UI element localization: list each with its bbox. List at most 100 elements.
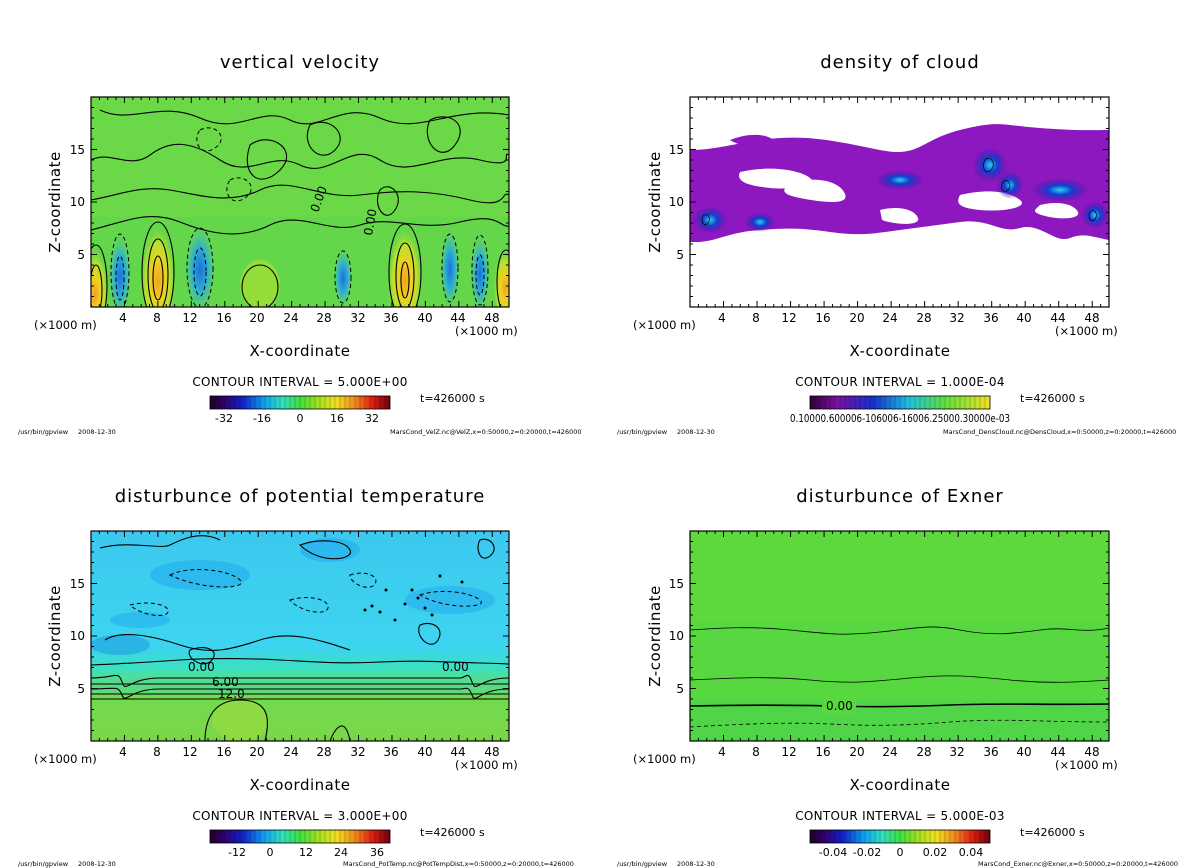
footer-source: MarsCond_PotTemp.nc@PotTempDist,x=0:5000…	[343, 860, 574, 868]
y-axis-label: Z-coordinate	[46, 585, 64, 686]
x-axis: 4 8 12 16 20 24 28 32 36 40 44 48 (×1000…	[34, 97, 518, 360]
x-unit-right: (×1000 m)	[455, 758, 518, 772]
time-label: t=426000 s	[1020, 826, 1085, 839]
y-tick-label: 5	[77, 248, 85, 262]
footer-date: 2008-12-30	[78, 428, 116, 436]
y-tick-label: 5	[676, 248, 684, 262]
x-tick-label: 48	[1084, 745, 1099, 759]
colorbar-tick-label: -16	[253, 412, 271, 425]
colorbar-tick-label: 0	[897, 846, 904, 859]
y-axis: 5 10 15 Z-coordinate	[46, 530, 509, 742]
x-tick-label: 40	[417, 311, 432, 325]
x-tick-label: 4	[718, 745, 726, 759]
contour-interval-label: CONTOUR INTERVAL = 1.000E-04	[795, 375, 1005, 389]
x-unit-right: (×1000 m)	[1055, 758, 1118, 772]
x-tick-label: 20	[249, 745, 264, 759]
x-tick-label: 4	[119, 745, 127, 759]
x-unit-right: (×1000 m)	[455, 324, 518, 338]
time-label: t=426000 s	[420, 826, 485, 839]
colorbar-tick-label: -0.04	[819, 846, 847, 859]
x-axis-label: X-coordinate	[850, 342, 951, 360]
x-axis: 4 8 12 16 20 24 28 32 36 40 44 48 (×1000…	[633, 97, 1118, 360]
colorbar-tick-label: -32	[215, 412, 233, 425]
colorbar: -12 0 12 24 36	[209, 829, 391, 859]
colorbar-tick-label: 12	[299, 846, 313, 859]
x-tick-label: 44	[450, 745, 465, 759]
y-axis: 5 10 15 Z-coordinate	[646, 530, 1109, 742]
y-tick-label: 15	[70, 577, 85, 591]
x-axis-label: X-coordinate	[250, 776, 351, 794]
footer-program: /usr/bin/gpview	[18, 428, 69, 436]
x-tick-label: 48	[484, 311, 499, 325]
y-axis-label: Z-coordinate	[46, 151, 64, 252]
footer-source: MarsCond_Exner.nc@Exner,x=0:50000,z=0:20…	[978, 860, 1178, 868]
x-tick-label: 8	[752, 745, 760, 759]
x-tick-label: 32	[350, 745, 365, 759]
y-tick-label: 5	[77, 682, 85, 696]
x-tick-label: 24	[882, 745, 897, 759]
footer-program: /usr/bin/gpview	[617, 428, 668, 436]
x-tick-label: 4	[119, 311, 127, 325]
x-tick-label: 24	[882, 311, 897, 325]
colorbar-tick-label: 0.04	[959, 846, 984, 859]
x-tick-label: 16	[216, 745, 231, 759]
footer-date: 2008-12-30	[78, 860, 116, 868]
panel-title: vertical velocity	[220, 52, 380, 73]
x-tick-label: 36	[383, 311, 398, 325]
x-tick-label: 28	[916, 745, 931, 759]
x-tick-label: 32	[949, 311, 964, 325]
x-axis: 4 8 12 16 20 24 28 32 36 40 44 48 (×1000…	[34, 531, 518, 794]
x-tick-label: 12	[182, 745, 197, 759]
x-tick-label: 28	[316, 311, 331, 325]
colorbar-tick-label: -0.02	[853, 846, 881, 859]
x-tick-label: 28	[916, 311, 931, 325]
x-tick-label: 44	[1050, 311, 1065, 325]
contour-label: 0.00	[361, 208, 379, 237]
x-tick-label: 40	[1016, 311, 1031, 325]
x-tick-label: 24	[283, 311, 298, 325]
x-tick-label: 32	[350, 311, 365, 325]
x-tick-label: 12	[182, 311, 197, 325]
x-tick-label: 20	[249, 311, 264, 325]
contour-interval-label: CONTOUR INTERVAL = 3.000E+00	[192, 809, 407, 823]
colorbar: -32 -16 0 16 32	[209, 395, 391, 425]
x-tick-label: 40	[417, 745, 432, 759]
y-tick-label: 15	[669, 577, 684, 591]
contour-interval-label: CONTOUR INTERVAL = 5.000E-03	[795, 809, 1005, 823]
x-tick-label: 20	[849, 745, 864, 759]
x-tick-label: 44	[1050, 745, 1065, 759]
colorbar: -0.04 -0.02 0 0.02 0.04	[809, 829, 991, 859]
x-tick-label: 16	[815, 311, 830, 325]
colorbar-tick-labels-overlapping: 0.10000.600006-106006-16006.25000.30000e…	[790, 412, 1010, 425]
time-label: t=426000 s	[1020, 392, 1085, 405]
contour-label: 0.00	[826, 699, 853, 713]
x-tick-label: 12	[781, 311, 796, 325]
colorbar-tick-label: -12	[228, 846, 246, 859]
contour-label: 12.0	[218, 687, 245, 701]
contour-field: 0.00 6.00 12.0 0.00	[91, 531, 509, 741]
y-tick-label: 10	[70, 629, 85, 643]
footer-program: /usr/bin/gpview	[617, 860, 668, 868]
x-tick-label: 28	[316, 745, 331, 759]
contour-interval-label: CONTOUR INTERVAL = 5.000E+00	[192, 375, 407, 389]
panel-title: density of cloud	[820, 52, 980, 73]
colorbar: 0.10000.600006-106006-16006.25000.30000e…	[790, 395, 1010, 425]
x-tick-label: 44	[450, 311, 465, 325]
x-tick-label: 36	[383, 745, 398, 759]
y-tick-label: 10	[669, 195, 684, 209]
y-axis: 5 10 15 Z-coordinate	[646, 96, 1109, 308]
y-axis-label: Z-coordinate	[646, 151, 664, 252]
x-axis-label: X-coordinate	[850, 776, 951, 794]
colorbar-tick-label: 0.02	[923, 846, 948, 859]
x-tick-label: 20	[849, 311, 864, 325]
time-label: t=426000 s	[420, 392, 485, 405]
x-unit-left: (×1000 m)	[34, 752, 97, 766]
x-axis-label: X-coordinate	[250, 342, 351, 360]
x-tick-label: 16	[815, 745, 830, 759]
panel-exner: disturbunce of Exner 0.00 4 8 12 16 20 2…	[617, 486, 1178, 868]
contour-label: 0.00	[188, 660, 215, 674]
x-tick-label: 8	[153, 311, 161, 325]
y-axis: 5 10 15 Z-coordinate	[46, 96, 509, 308]
footer-date: 2008-12-30	[677, 860, 715, 868]
